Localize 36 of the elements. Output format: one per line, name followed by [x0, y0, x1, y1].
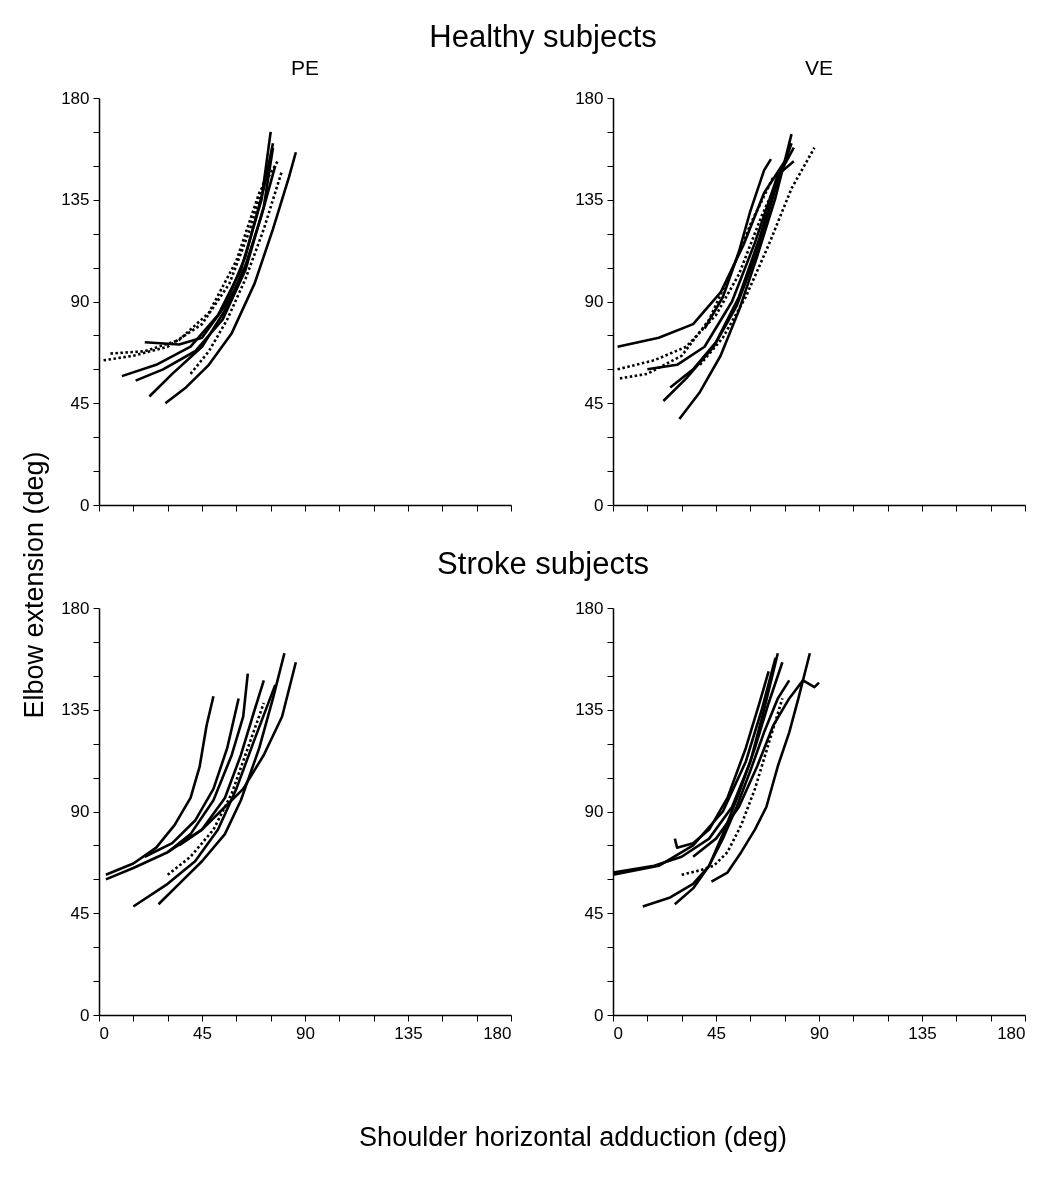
y-tick-label: 0 — [594, 1005, 604, 1025]
x-axis-title: Shoulder horizontal adduction (deg) — [359, 1122, 787, 1153]
y-tick-label: 0 — [80, 495, 90, 515]
x-tick-label: 90 — [810, 1023, 829, 1043]
text: Stroke subjects — [437, 546, 650, 581]
y-tick-label: 180 — [575, 598, 604, 618]
y-tick-label: 45 — [70, 393, 90, 413]
x-tick-label: 45 — [193, 1023, 212, 1043]
text: Healthy subjects — [429, 19, 657, 54]
y-tick-label: 180 — [61, 88, 90, 108]
y-tick-label: 0 — [594, 495, 604, 515]
y-tick-label: 45 — [584, 393, 604, 413]
x-tick-label: 135 — [394, 1023, 423, 1043]
x-tick-label: 45 — [707, 1023, 726, 1043]
chart-title: PE — [290, 56, 320, 79]
y-tick-label: 180 — [61, 598, 90, 618]
y-tick-label: 90 — [70, 292, 90, 311]
y-axis-title: Elbow extension (deg) — [18, 451, 50, 719]
y-tick-label: 135 — [61, 700, 90, 720]
y-tick-label: 45 — [584, 903, 604, 923]
x-tick-label: 0 — [99, 1023, 109, 1043]
y-tick-label: 135 — [61, 190, 90, 210]
y-tick-label: 180 — [575, 88, 604, 108]
y-tick-label: 0 — [80, 1005, 90, 1025]
chart-title: VE — [804, 56, 834, 79]
y-tick-label: 90 — [584, 292, 604, 311]
x-tick-label: 180 — [483, 1023, 512, 1043]
y-tick-label: 135 — [575, 700, 604, 720]
y-tick-label: 90 — [584, 802, 604, 821]
y-tick-label: 90 — [70, 802, 90, 821]
y-tick-label: 45 — [70, 903, 90, 923]
x-tick-label: 0 — [613, 1023, 623, 1043]
x-tick-label: 180 — [997, 1023, 1026, 1043]
x-tick-label: 90 — [296, 1023, 315, 1043]
y-tick-label: 135 — [575, 190, 604, 210]
x-tick-label: 135 — [908, 1023, 937, 1043]
